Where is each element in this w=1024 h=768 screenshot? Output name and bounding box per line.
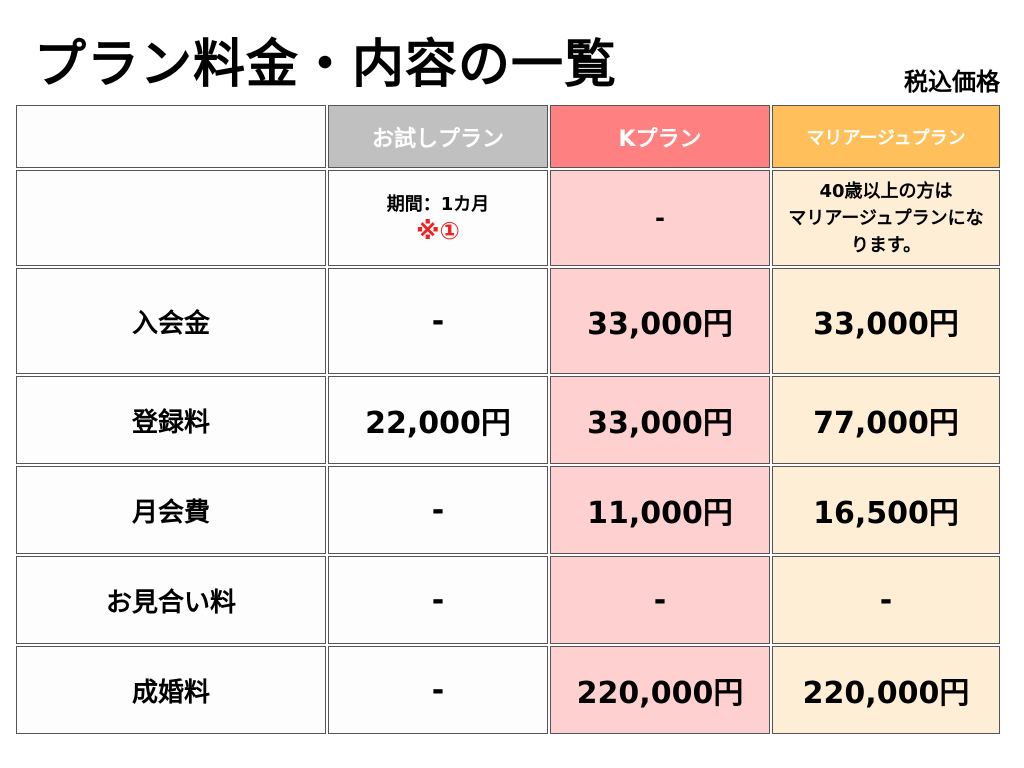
marriage-price: -	[772, 556, 1000, 644]
row-label: 入会金	[16, 268, 326, 374]
row-label: 登録料	[16, 376, 326, 464]
trial-note: 期間：1カ月 ※①	[328, 170, 548, 266]
trial-footnote-mark: ※①	[416, 217, 460, 245]
marriage-price: 77,000円	[772, 376, 1000, 464]
k-price: -	[550, 556, 770, 644]
trial-price: -	[328, 466, 548, 554]
header-trial-plan: お試しプラン	[328, 105, 548, 168]
notes-label	[16, 170, 326, 266]
header-marriage-plan: マリアージュプラン	[772, 105, 1000, 168]
k-note: -	[550, 170, 770, 266]
row-label: お見合い料	[16, 556, 326, 644]
trial-price: 22,000円	[328, 376, 548, 464]
marriage-note-line: 40歳以上の方は	[819, 180, 953, 202]
page-title: プラン料金・内容の一覧	[34, 35, 618, 95]
marriage-note: 40歳以上の方は マリアージュプランにな ります。	[772, 170, 1000, 266]
table-row: 成婚料 - 220,000円 220,000円	[16, 646, 1000, 734]
header-k-plan: Kプラン	[550, 105, 770, 168]
marriage-price: 220,000円	[772, 646, 1000, 734]
trial-period: 期間：1カ月	[386, 194, 490, 215]
k-price: 33,000円	[550, 268, 770, 374]
marriage-price: 33,000円	[772, 268, 1000, 374]
tax-note: 税込価格	[904, 68, 1000, 96]
notes-row: 期間：1カ月 ※① - 40歳以上の方は マリアージュプランにな ります。	[16, 170, 1000, 266]
trial-price: -	[328, 268, 548, 374]
row-label: 成婚料	[16, 646, 326, 734]
marriage-price: 16,500円	[772, 466, 1000, 554]
trial-price: -	[328, 556, 548, 644]
row-label: 月会費	[16, 466, 326, 554]
table-row: 登録料 22,000円 33,000円 77,000円	[16, 376, 1000, 464]
table-row: 月会費 - 11,000円 16,500円	[16, 466, 1000, 554]
table-row: 入会金 - 33,000円 33,000円	[16, 268, 1000, 374]
marriage-note-line: ります。	[850, 234, 922, 256]
pricing-table: お試しプラン Kプラン マリアージュプラン 期間：1カ月 ※① - 40歳以上の…	[14, 103, 1002, 736]
header-empty	[16, 105, 326, 168]
marriage-note-line: マリアージュプランにな	[788, 207, 984, 229]
k-price: 11,000円	[550, 466, 770, 554]
table-row: お見合い料 - - -	[16, 556, 1000, 644]
trial-price: -	[328, 646, 548, 734]
k-price: 220,000円	[550, 646, 770, 734]
header-row: お試しプラン Kプラン マリアージュプラン	[16, 105, 1000, 168]
k-price: 33,000円	[550, 376, 770, 464]
